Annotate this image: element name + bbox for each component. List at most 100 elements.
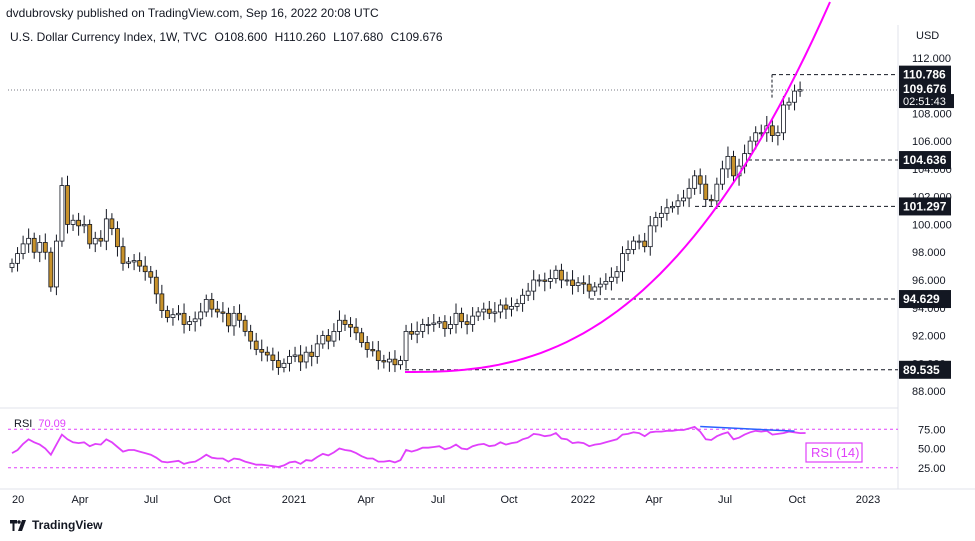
candle-body — [714, 183, 720, 202]
symbol-info-bar: U.S. Dollar Currency Index, 1W, TVC O108… — [10, 30, 447, 44]
time-axis-label: 2021 — [282, 494, 306, 506]
rsi-legend-value: 70.09 — [38, 418, 66, 430]
candle-body — [203, 299, 209, 313]
candle-body — [42, 242, 48, 253]
candle-body — [636, 240, 642, 243]
candle-body — [425, 324, 431, 326]
candle-body — [597, 283, 603, 288]
candle-body — [664, 207, 670, 214]
tradingview-footer[interactable]: TradingView — [10, 518, 102, 532]
candle-body — [670, 205, 675, 209]
candle-body — [609, 276, 614, 282]
candle-body — [731, 155, 736, 177]
candle-body — [103, 218, 109, 242]
candle-body — [564, 279, 570, 282]
candle-body — [547, 278, 553, 282]
price-tick-label: 92.000 — [912, 331, 946, 343]
price-tag — [899, 65, 951, 84]
time-axis-label: 2022 — [571, 494, 595, 506]
rsi-line — [11, 425, 806, 468]
candle-body — [248, 330, 254, 342]
price-tag — [899, 94, 954, 109]
candle-body — [70, 219, 76, 225]
candle-body — [520, 294, 525, 305]
rsi-legend-name: RSI — [14, 418, 33, 430]
candle-body — [309, 351, 315, 357]
candle-body — [559, 269, 564, 281]
ohlc-open: O108.600 — [214, 30, 268, 44]
candle-body — [675, 200, 681, 207]
candle-body — [398, 360, 403, 366]
rsi-box-label: RSI (14) — [811, 445, 859, 460]
candle-body — [131, 260, 137, 263]
candle-body — [314, 343, 320, 357]
candle-body — [237, 312, 242, 321]
price-tag — [899, 290, 951, 309]
time-axis-label: Jul — [718, 494, 732, 506]
price-tick-label: 100.000 — [912, 219, 952, 231]
time-axis-label: Apr — [645, 494, 662, 506]
candle-body — [65, 185, 70, 225]
candle-body — [20, 243, 26, 255]
rsi-legend: RSI 70.09 — [14, 418, 66, 430]
candle-body — [708, 199, 714, 202]
candle-body — [514, 303, 520, 307]
parabolic-trend-curve — [405, 1, 831, 373]
candle-body — [270, 354, 276, 361]
candle-body — [181, 312, 187, 325]
candle-body — [76, 219, 81, 227]
candle-body — [459, 312, 464, 323]
candle-body — [492, 311, 498, 314]
candle-body — [54, 240, 59, 288]
candle-body — [226, 312, 231, 327]
rsi-level-label: 50.00 — [918, 444, 946, 456]
candle-body — [176, 312, 181, 316]
candle-body — [287, 355, 292, 364]
candle-body — [98, 237, 104, 242]
candle-body — [486, 308, 492, 314]
candle-body — [253, 340, 259, 350]
candle-body — [625, 249, 631, 255]
candle-body — [525, 290, 531, 296]
symbol-title: U.S. Dollar Currency Index, 1W, TVC — [10, 30, 208, 44]
candle-body — [692, 175, 698, 189]
candle-body — [392, 358, 398, 366]
price-tag-label: 109.676 — [903, 82, 947, 96]
candle-body — [442, 321, 448, 330]
candle-body — [364, 342, 370, 350]
ohlc-close: C109.676 — [390, 30, 443, 44]
candle-body — [214, 308, 220, 313]
ohlc-high: H110.260 — [274, 30, 326, 44]
price-tick-label: 106.000 — [912, 136, 952, 148]
candle-body — [464, 321, 470, 325]
candle-body — [37, 242, 43, 253]
publisher-caption: dvdubrovsky published on TradingView.com… — [6, 6, 379, 20]
candle-body — [697, 175, 703, 185]
price-tag — [899, 197, 951, 216]
candle-body — [381, 360, 387, 363]
candle-body — [503, 304, 509, 310]
candle-body — [603, 280, 609, 285]
candle-body — [153, 276, 159, 295]
candle-body — [686, 187, 692, 199]
candle-body — [614, 271, 620, 278]
candle-body — [137, 260, 143, 267]
candle-body — [264, 351, 270, 356]
candle-body — [403, 330, 409, 361]
candles — [9, 81, 803, 375]
price-tag-label: 104.636 — [903, 153, 947, 167]
price-tag — [899, 360, 951, 379]
price-tag-label: 02:51:43 — [903, 96, 946, 108]
candle-body — [109, 218, 115, 230]
candle-body — [786, 101, 792, 106]
candle-body — [497, 304, 503, 313]
candle-body — [586, 283, 592, 292]
candle-body — [48, 251, 54, 288]
time-axis-label: Apr — [71, 494, 88, 506]
time-axis-label: Jul — [431, 494, 445, 506]
price-tag — [899, 80, 951, 99]
footer-brand: TradingView — [32, 518, 103, 532]
candle-body — [231, 312, 237, 327]
candle-body — [259, 349, 265, 353]
